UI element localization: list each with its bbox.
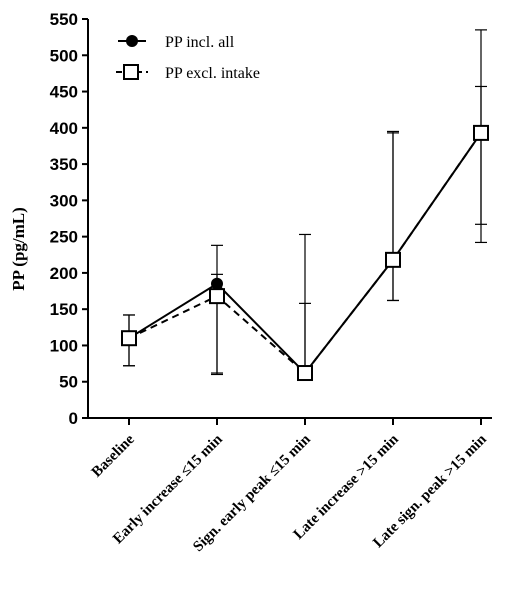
y-tick-label: 350 xyxy=(50,155,78,174)
y-tick-label: 0 xyxy=(69,409,78,428)
error-bars xyxy=(123,29,487,376)
data-point-incl xyxy=(211,277,223,290)
legend-label-incl: PP incl. all xyxy=(165,34,235,51)
legend-label-excl: PP excl. intake xyxy=(165,65,260,82)
y-tick-label: 150 xyxy=(50,300,78,319)
y-axis-label: PP (pg/mL) xyxy=(9,207,28,291)
data-point-excl xyxy=(121,330,137,347)
x-tick-label: Baseline xyxy=(89,431,138,480)
y-tick-label: 400 xyxy=(50,119,78,138)
data-point-excl xyxy=(297,365,313,382)
legend-marker-incl xyxy=(126,35,138,47)
legend-marker-excl xyxy=(123,64,139,80)
y-tick-label: 100 xyxy=(50,336,78,355)
y-tick-label: 200 xyxy=(50,264,78,283)
axes: 0 50 100 150 200 250 300 350 400 450 500 550 Baselin… xyxy=(50,10,492,555)
data-point-excl xyxy=(473,124,489,141)
series-line-excl xyxy=(128,132,482,375)
data-point-excl xyxy=(209,288,225,305)
y-tick-label: 250 xyxy=(50,228,78,247)
series-markers xyxy=(121,124,489,382)
y-tick-label: 450 xyxy=(50,83,78,102)
y-tick-label: 550 xyxy=(50,10,78,29)
y-tick-label: 300 xyxy=(50,191,78,210)
y-tick-label: 50 xyxy=(59,373,78,392)
y-tick-label: 500 xyxy=(50,46,78,65)
legend: PP incl. all PP excl. intake xyxy=(116,34,260,82)
data-point-excl xyxy=(385,251,401,268)
